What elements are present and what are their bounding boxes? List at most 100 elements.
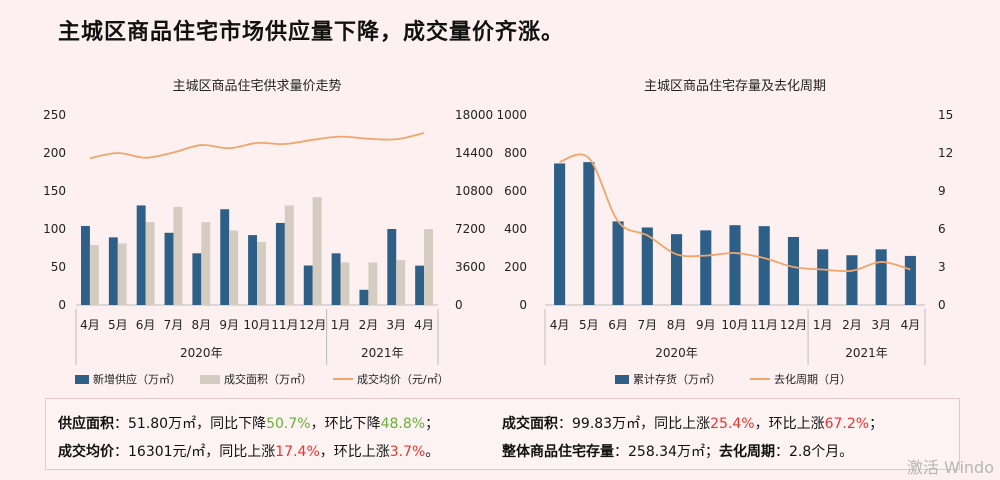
chart-0-y-left-tick: 50: [51, 260, 66, 274]
chart-1-bar-primary: [612, 221, 624, 305]
stock-label: 整体商品住宅存量: [502, 444, 614, 460]
supply-label: 供应面积: [58, 416, 114, 432]
chart-1-y-left-tick: 400: [504, 222, 527, 236]
chart-1-x-tick: 9月: [696, 318, 716, 332]
chart-0-x-tick: 12月: [299, 318, 326, 332]
chart-0-x-tick: 2月: [359, 318, 379, 332]
chart-1-y-left-tick: 200: [504, 260, 527, 274]
supply-text2: ，环比下降: [310, 416, 381, 432]
chart-1-y-left-tick: 800: [504, 146, 527, 160]
chart-0-bar-secondary: [368, 262, 378, 305]
supply-text1: ：51.80万㎡，同比下降: [114, 416, 267, 432]
chart-1-y-right-tick: 0: [938, 298, 946, 312]
chart-1-y-right-tick: 6: [938, 222, 946, 236]
chart-1-bar-primary: [670, 234, 683, 305]
chart-1-y-left-tick: 0: [519, 298, 527, 312]
chart-0-bar-secondary: [145, 222, 155, 305]
page-headline: 主城区商品住宅市场供应量下降，成交量价齐涨。: [58, 20, 565, 45]
chart-0-legend-label: 成交均价（元/㎡）: [357, 372, 449, 386]
chart-1-x-tick: 7月: [637, 318, 657, 332]
chart-0-x-tick: 10月: [243, 318, 270, 332]
chart-1-y-right-tick: 15: [938, 108, 953, 122]
chart-0-bar-primary: [164, 232, 174, 305]
deal-label: 成交面积: [502, 416, 558, 432]
chart-0-year-label: 2021年: [361, 346, 404, 360]
summary-price: 成交均价：16301元/㎡，同比上涨17.4%，环比上涨3.7%。: [58, 441, 439, 461]
chart-1-bar-primary: [875, 249, 887, 305]
chart-1-x-tick: 2月: [842, 318, 862, 332]
chart-0-x-tick: 4月: [80, 318, 100, 332]
summary-deal: 成交面积：99.83万㎡，同比上涨25.4%，环比上涨67.2%；: [502, 413, 883, 433]
chart-0-y-left-tick: 0: [58, 298, 66, 312]
chart-1-legend-label: 累计存货（万㎡）: [633, 372, 721, 386]
deal-text2: ，环比上涨: [754, 416, 825, 432]
chart-0-bar-secondary: [229, 230, 239, 305]
chart-0-y-left-tick: 200: [43, 146, 66, 160]
chart-0-x-tick: 8月: [191, 318, 211, 332]
chart-1-y-right-tick: 12: [938, 146, 953, 160]
chart-0-year-label: 2020年: [180, 346, 223, 360]
chart-0-bar-primary: [136, 205, 146, 305]
chart-1-year-label: 2021年: [845, 346, 888, 360]
chart-0-y-left-tick: 100: [43, 222, 66, 236]
summary-supply: 供应面积：51.80万㎡，同比下降50.7%，环比下降48.8%；: [58, 413, 439, 433]
chart-0-legend-swatch: [75, 375, 89, 384]
chart-0-bar-secondary: [396, 260, 406, 305]
chart-0-bar-primary: [359, 289, 369, 305]
supply-text3: ；: [425, 416, 440, 432]
chart-0-bar-primary: [108, 237, 118, 305]
chart-0-bar-primary: [192, 253, 202, 305]
chart-0-bar-primary: [81, 225, 90, 305]
chart-0-bar-secondary: [201, 222, 211, 305]
chart-1-x-tick: 6月: [608, 318, 628, 332]
chart-0-bar-secondary: [284, 205, 294, 305]
deal-text1: ：99.83万㎡，同比上涨: [558, 416, 711, 432]
chart-0-bar-primary: [248, 235, 257, 305]
chart-0-bar-primary: [387, 229, 397, 305]
charts-canvas: 主城区商品住宅供求量价走势050100150200250036007200108…: [43, 78, 953, 386]
chart-0-x-tick: 11月: [271, 318, 298, 332]
chart-0-y-left-tick: 150: [43, 184, 66, 198]
chart-0-bar-secondary: [89, 244, 99, 305]
chart-0-bar-primary: [415, 265, 425, 305]
chart-0-y-right-tick: 7200: [455, 222, 486, 236]
chart-1-x-tick: 1月: [813, 318, 833, 332]
chart-0-y-right-tick: 10800: [455, 184, 493, 198]
chart-1-bar-primary: [758, 226, 770, 305]
chart-1-bar-primary: [846, 255, 858, 305]
supply-mom: 48.8%: [380, 416, 426, 432]
chart-0-x-tick: 7月: [164, 318, 184, 332]
price-mom: 3.7%: [389, 444, 426, 460]
chart-0-bar-primary: [220, 209, 230, 305]
chart-1-bar-primary: [787, 236, 800, 305]
chart-0-line-series: [89, 132, 425, 160]
deal-yoy: 25.4%: [710, 416, 755, 432]
cycle-text1: ：2.8个月。: [775, 444, 854, 460]
chart-0-bar-secondary: [340, 262, 350, 305]
chart-0-x-tick: 6月: [136, 318, 156, 332]
chart-0-bar-secondary: [173, 206, 183, 305]
chart-0-bar-primary: [303, 265, 313, 305]
summary-box: 供应面积：51.80万㎡，同比下降50.7%，环比下降48.8%； 成交面积：9…: [45, 398, 960, 470]
chart-1-x-tick: 4月: [901, 318, 921, 332]
chart-0-x-tick: 9月: [219, 318, 239, 332]
chart-0-y-right-tick: 3600: [455, 260, 486, 274]
chart-1-bar-primary: [700, 230, 712, 305]
chart-0-bar-primary: [275, 222, 285, 305]
price-text2: ，环比上涨: [319, 444, 390, 460]
summary-stock: 整体商品住宅存量：258.34万㎡；去化周期：2.8个月。: [502, 441, 853, 461]
chart-1-bar-primary: [729, 225, 741, 305]
supply-yoy: 50.7%: [266, 416, 311, 432]
chart-1-x-tick: 10月: [721, 318, 748, 332]
cycle-label: 去化周期: [719, 444, 775, 460]
windows-activation-watermark: 激活 Windo: [906, 458, 994, 477]
chart-0-y-left-tick: 250: [43, 108, 66, 122]
price-text1: ：16301元/㎡，同比上涨: [114, 444, 276, 460]
chart-1-x-tick: 3月: [871, 318, 891, 332]
price-yoy: 17.4%: [275, 444, 320, 460]
deal-text3: ；: [869, 416, 884, 432]
chart-0-bar-secondary: [312, 197, 322, 305]
chart-0-x-tick: 3月: [386, 318, 406, 332]
chart-1-x-tick: 11月: [751, 318, 778, 332]
chart-1-x-tick: 12月: [780, 318, 807, 332]
